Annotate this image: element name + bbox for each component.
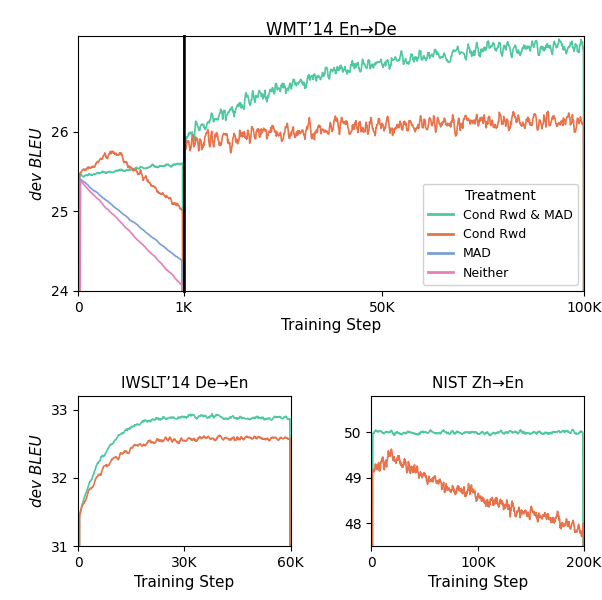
Y-axis label: dev BLEU: dev BLEU (30, 127, 45, 200)
Text: WMT’14 En→De: WMT’14 En→De (265, 21, 397, 39)
Text: Training Step: Training Step (281, 318, 381, 333)
Legend: Cond Rwd & MAD, Cond Rwd, MAD, Neither: Cond Rwd & MAD, Cond Rwd, MAD, Neither (423, 184, 578, 284)
X-axis label: Training Step: Training Step (427, 575, 528, 590)
Title: IWSLT’14 De→En: IWSLT’14 De→En (121, 376, 248, 391)
X-axis label: Training Step: Training Step (134, 575, 235, 590)
Title: NIST Zh→En: NIST Zh→En (432, 376, 524, 391)
Y-axis label: dev BLEU: dev BLEU (30, 435, 45, 508)
